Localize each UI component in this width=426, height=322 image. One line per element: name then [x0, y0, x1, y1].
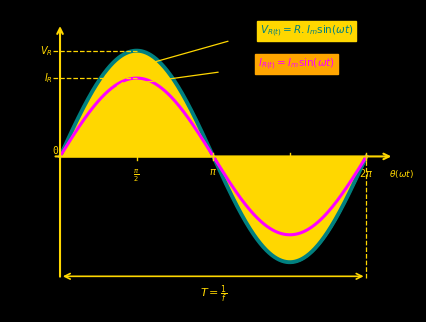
Text: $\frac{\pi}{2}$: $\frac{\pi}{2}$ [133, 167, 139, 184]
Text: $\frac{3\pi}{2}$: $\frac{3\pi}{2}$ [284, 167, 294, 186]
Text: $V_R$: $V_R$ [40, 44, 53, 58]
Text: $T = \frac{1}{f}$: $T = \frac{1}{f}$ [199, 283, 226, 305]
Text: $2\pi$: $2\pi$ [359, 167, 373, 179]
Text: $\pi$: $\pi$ [209, 167, 217, 177]
Text: $I_R$: $I_R$ [44, 71, 53, 85]
Text: 0: 0 [52, 146, 58, 156]
Text: $I_{R(t)}=I_m\sin(\omega t)$: $I_{R(t)}=I_m\sin(\omega t)$ [257, 56, 334, 72]
Text: $V_{R(t)}=R.I_m\sin(\omega t)$: $V_{R(t)}=R.I_m\sin(\omega t)$ [259, 24, 352, 39]
Text: $\theta(\omega t)$: $\theta(\omega t)$ [388, 168, 413, 180]
